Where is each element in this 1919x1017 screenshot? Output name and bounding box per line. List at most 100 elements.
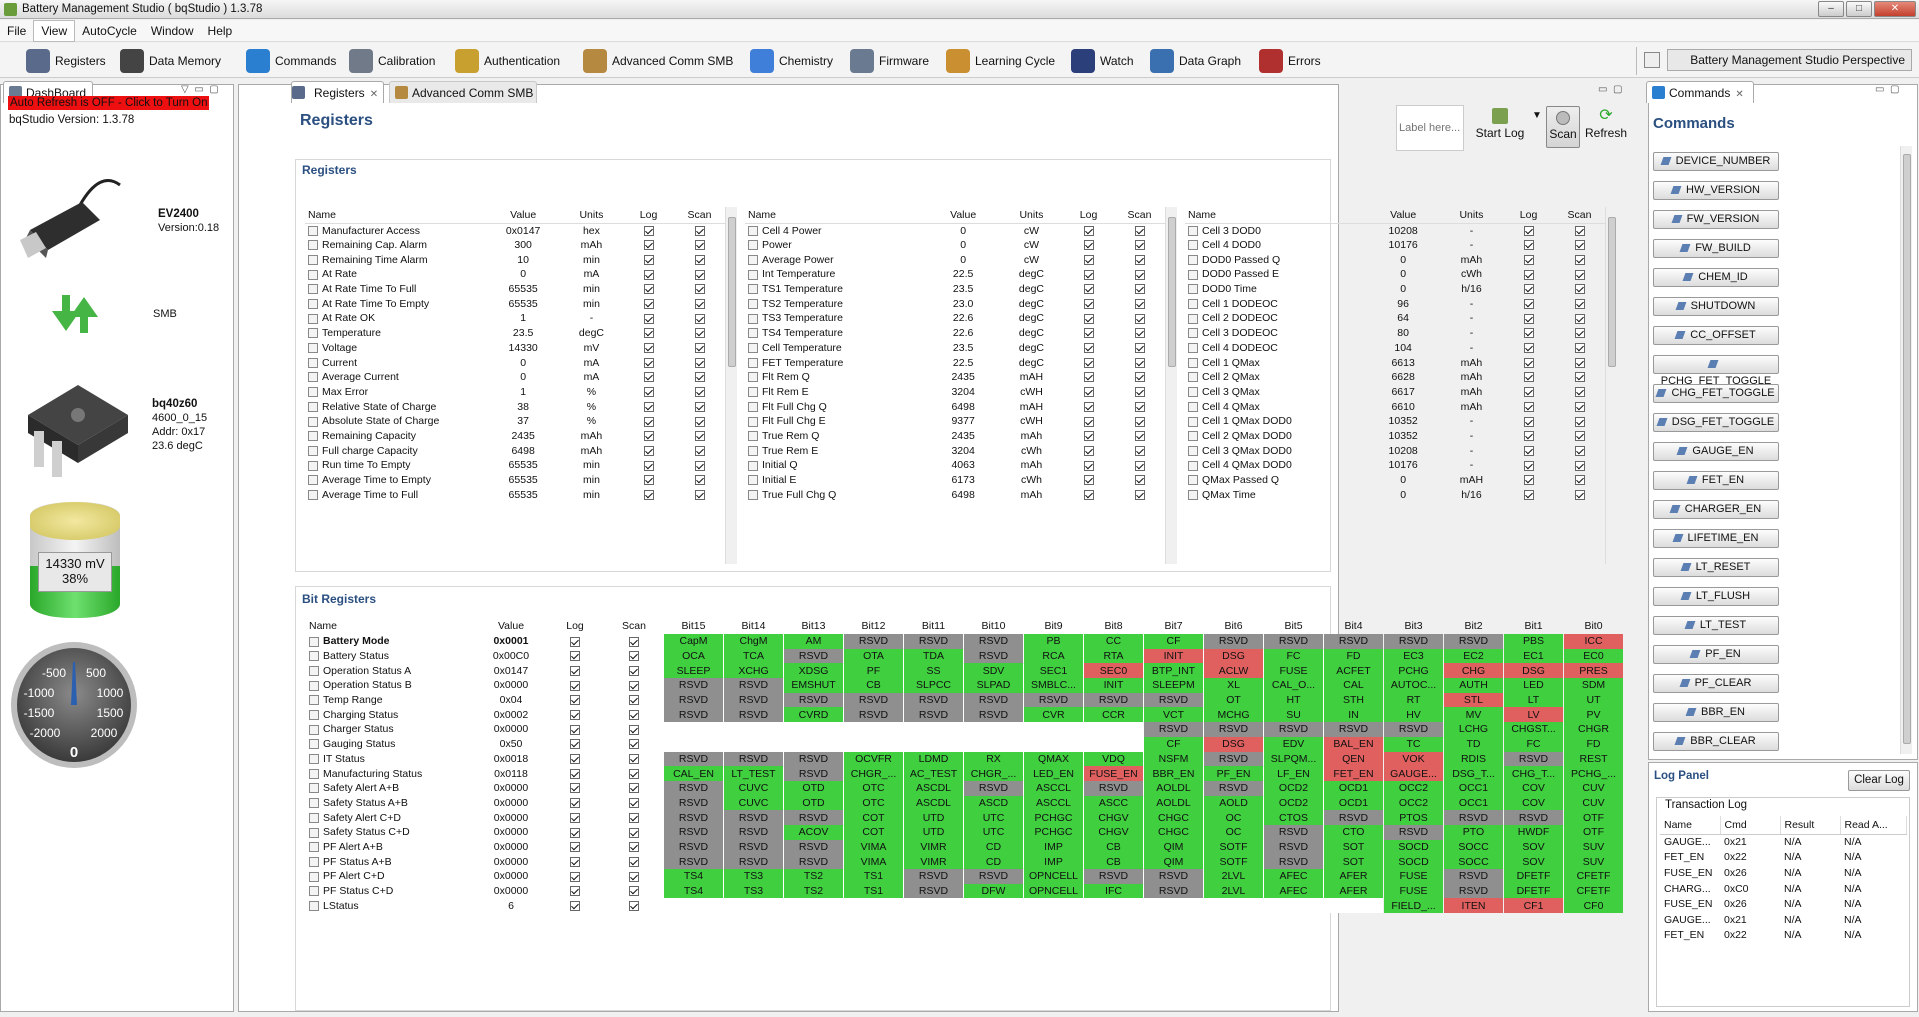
log-row[interactable]: FET_EN 0x22 N/A N/A: [1660, 850, 1906, 866]
bit-flag[interactable]: SOCD: [1384, 839, 1443, 855]
bit-flag[interactable]: RSVD: [904, 634, 963, 649]
bit-flag[interactable]: RSVD: [1324, 722, 1383, 737]
bit-flag[interactable]: CHGR_...: [844, 766, 903, 781]
bit-flag[interactable]: ASCDL: [904, 780, 963, 796]
bit-flag[interactable]: [904, 736, 963, 752]
bit-flag[interactable]: [964, 722, 1023, 737]
column-header[interactable]: Log: [1063, 207, 1115, 224]
bit-register-row[interactable]: Safety Status A+B 0x0000 RSVD CUVC OTD OTC ASC…: [306, 795, 1623, 811]
bit-flag[interactable]: PF_EN: [1204, 766, 1263, 781]
bit-flag[interactable]: RSVD: [1324, 634, 1383, 649]
register-row[interactable]: TS2 Temperature 23.0 degC: [745, 296, 1165, 311]
scan-checkbox[interactable]: [694, 460, 705, 471]
scan-checkbox[interactable]: [1134, 460, 1145, 471]
log-checkbox[interactable]: [1083, 372, 1094, 383]
log-checkbox[interactable]: [1083, 401, 1094, 412]
column-header[interactable]: Log: [1503, 207, 1555, 224]
bit-flag[interactable]: RX: [964, 751, 1023, 767]
register-row[interactable]: True Rem E 3204 cWh: [745, 443, 1165, 458]
tab-registers[interactable]: Registers ✕: [291, 81, 384, 103]
bit-flag[interactable]: [1084, 722, 1143, 737]
log-checkbox[interactable]: [1523, 254, 1534, 265]
bit-flag[interactable]: RSVD: [964, 692, 1023, 708]
label-input[interactable]: [1396, 105, 1464, 151]
register-row[interactable]: Cell 4 QMax 6610 mAh: [1185, 399, 1605, 414]
bit-flag[interactable]: CUV: [1564, 795, 1623, 811]
log-checkbox[interactable]: [643, 269, 654, 280]
bit-flag[interactable]: CHGST...: [1504, 722, 1563, 737]
column-header[interactable]: Scan: [1114, 207, 1165, 224]
log-checkbox[interactable]: [570, 724, 580, 735]
bit-flag[interactable]: OCC1: [1444, 795, 1503, 811]
bit-flag[interactable]: OCD2: [1264, 780, 1323, 796]
scan-checkbox[interactable]: [1574, 299, 1585, 309]
bit-flag[interactable]: RSVD: [844, 692, 903, 708]
bit-flag[interactable]: FD: [1564, 736, 1623, 752]
scan-checkbox[interactable]: [1134, 299, 1145, 309]
bit-flag[interactable]: ICC: [1564, 634, 1623, 649]
bit-flag[interactable]: SLPAD: [964, 678, 1023, 693]
scan-checkbox[interactable]: [629, 680, 639, 691]
column-header[interactable]: Name: [745, 207, 927, 224]
log-checkbox[interactable]: [570, 665, 580, 676]
scan-checkbox[interactable]: [629, 842, 639, 853]
bit-flag[interactable]: HT: [1264, 692, 1323, 708]
register-row[interactable]: Current 0 mA: [305, 355, 725, 370]
log-checkbox[interactable]: [570, 636, 580, 647]
bit-flag[interactable]: COV: [1504, 795, 1563, 811]
register-row[interactable]: At Rate 0 mA: [305, 267, 725, 282]
bit-flag[interactable]: PCHGC: [1024, 824, 1083, 840]
bit-flag[interactable]: EC2: [1444, 648, 1503, 664]
bit-flag[interactable]: ChgM: [724, 634, 783, 649]
bit-flag[interactable]: [724, 898, 783, 914]
bit-flag[interactable]: PF: [844, 663, 903, 679]
bit-flag[interactable]: PTOS: [1384, 810, 1443, 825]
scan-checkbox[interactable]: [629, 871, 639, 882]
bit-flag[interactable]: EDV: [1264, 736, 1323, 752]
column-header[interactable]: Units: [1439, 207, 1504, 224]
bit-flag[interactable]: LV: [1504, 707, 1563, 723]
bit-flag[interactable]: CVR: [1024, 707, 1083, 723]
scan-checkbox[interactable]: [1134, 254, 1145, 265]
bit-flag[interactable]: RSVD: [1144, 869, 1203, 884]
bit-flag[interactable]: RSVD: [1444, 883, 1503, 899]
log-row[interactable]: FET_EN 0x22 N/A N/A: [1660, 928, 1906, 944]
bit-flag[interactable]: [844, 736, 903, 752]
bit-flag[interactable]: CFETF: [1564, 883, 1623, 899]
bit-flag[interactable]: HV: [1384, 707, 1443, 723]
bit-flag[interactable]: OCC2: [1384, 780, 1443, 796]
command-button-gauge-en[interactable]: GAUGE_EN: [1653, 442, 1779, 461]
menu-window[interactable]: Window: [150, 24, 194, 38]
bit-flag[interactable]: LDMD: [904, 751, 963, 767]
toolbar-watch-button[interactable]: Watch: [1071, 47, 1134, 75]
bit-flag[interactable]: [724, 722, 783, 737]
bit-flag[interactable]: OCD1: [1324, 780, 1383, 796]
perspective-button[interactable]: Battery Management Studio Perspective: [1667, 49, 1912, 71]
bit-flag[interactable]: UTD: [904, 810, 963, 825]
scan-checkbox[interactable]: [1574, 225, 1585, 236]
bit-flag[interactable]: CHGR_...: [964, 766, 1023, 781]
start-log-dropdown-icon[interactable]: ▼: [1532, 110, 1542, 121]
bit-flag[interactable]: UTC: [964, 810, 1023, 825]
log-checkbox[interactable]: [1083, 343, 1094, 354]
bit-flag[interactable]: OTA: [844, 648, 903, 664]
bit-flag[interactable]: OC: [1204, 824, 1263, 840]
bit-flag[interactable]: RSVD: [664, 795, 723, 811]
log-checkbox[interactable]: [570, 812, 580, 823]
bit-register-row[interactable]: Charging Status 0x0002 RSVD RSVD CVRD RSVD RSV…: [306, 707, 1623, 723]
bit-flag[interactable]: TDA: [904, 648, 963, 664]
bit-flag[interactable]: XCHG: [724, 663, 783, 679]
bit-flag[interactable]: CHGC: [1144, 810, 1203, 825]
bit-flag[interactable]: RSVD: [964, 648, 1023, 664]
bit-flag[interactable]: QEN: [1324, 751, 1383, 767]
log-checkbox[interactable]: [643, 240, 654, 251]
bit-flag[interactable]: INIT: [1084, 678, 1143, 693]
bit-flag[interactable]: RSVD: [1144, 883, 1203, 899]
register-row[interactable]: Cell 3 QMax DOD0 10208 -: [1185, 443, 1605, 458]
bit-flag[interactable]: CD: [964, 854, 1023, 869]
toolbar-data-graph-button[interactable]: Data Graph: [1150, 47, 1241, 75]
log-row[interactable]: GAUGE... 0x21 N/A N/A: [1660, 834, 1906, 850]
column-header[interactable]: Name: [1185, 207, 1367, 224]
bit-flag[interactable]: RSVD: [1444, 634, 1503, 649]
bit-flag[interactable]: DSG: [1204, 648, 1263, 664]
